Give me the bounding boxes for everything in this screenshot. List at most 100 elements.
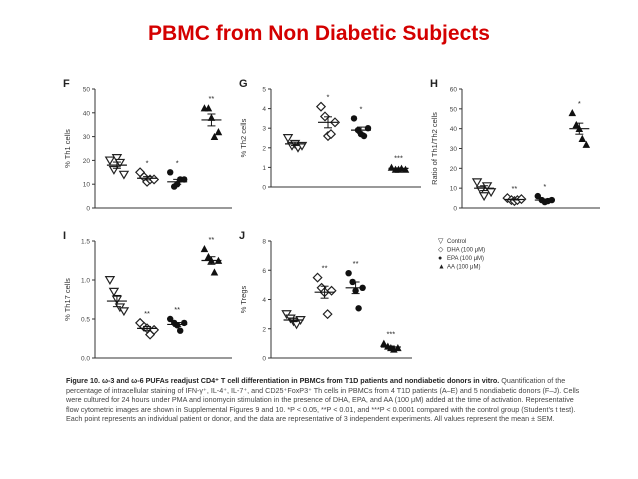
y-tick-label: 4 — [262, 106, 266, 113]
y-tick-label: 50 — [83, 87, 91, 94]
data-point-epa — [181, 319, 188, 327]
data-point-aa — [401, 165, 410, 173]
data-point-control — [485, 188, 497, 198]
y-tick-label: 30 — [83, 134, 91, 141]
significance-label: ** — [512, 184, 518, 193]
y-tick-label: 1.0 — [81, 278, 90, 285]
significance-label: ** — [174, 305, 180, 314]
data-point-aa — [578, 134, 587, 142]
y-tick-label: 50 — [450, 106, 458, 113]
panel-letter: F — [63, 78, 70, 90]
data-point-control — [108, 287, 120, 297]
legend-label: AA (100 μM) — [447, 265, 480, 271]
y-tick-label: 8 — [262, 239, 266, 246]
data-point-aa — [204, 104, 213, 112]
significance-label: ** — [209, 94, 215, 103]
data-point-aa — [210, 132, 219, 140]
significance-label: *** — [386, 329, 395, 338]
y-tick-label: 0 — [86, 206, 90, 213]
panel-letter: G — [239, 78, 248, 90]
data-point-control — [111, 154, 123, 163]
y-tick-label: 0.5 — [81, 317, 90, 324]
y-tick-label: 1 — [262, 165, 266, 172]
y-tick-label: 0 — [453, 206, 457, 213]
y-tick-label: 0 — [262, 185, 266, 192]
panel-letter: J — [239, 230, 245, 242]
data-point-control — [291, 320, 302, 330]
data-point-control — [118, 170, 130, 180]
data-point-dha — [322, 309, 333, 320]
y-tick-label: 2 — [262, 145, 266, 152]
data-point-epa — [360, 132, 368, 140]
legend-label: Control — [447, 239, 466, 245]
data-point-aa — [380, 339, 388, 347]
data-point-control — [104, 276, 116, 285]
y-tick-label: 20 — [83, 158, 91, 165]
panel-letter: H — [430, 78, 438, 90]
y-tick-label: 0.0 — [81, 356, 90, 363]
data-point-epa — [350, 115, 358, 122]
data-point-control — [471, 178, 483, 188]
y-axis-label: % Tregs — [239, 285, 248, 313]
data-point-aa — [200, 245, 209, 253]
data-point-control — [281, 310, 292, 320]
legend: ▽ Control◇ DHA (100 μM) ● EPA (100 μM)▲ AA (1… — [438, 238, 485, 271]
data-point-control — [282, 134, 294, 143]
y-tick-label: 5 — [262, 87, 266, 94]
legend-symbol: ▲ — [438, 264, 445, 271]
data-point-epa — [355, 305, 362, 312]
data-point-aa — [568, 109, 577, 117]
data-point-epa — [167, 169, 174, 176]
y-tick-label: 60 — [450, 87, 458, 94]
y-tick-label: 1.5 — [81, 239, 90, 246]
data-point-dha — [312, 272, 323, 283]
data-point-aa — [214, 128, 223, 136]
data-point-dha — [326, 285, 337, 296]
y-tick-label: 40 — [450, 126, 458, 133]
y-tick-label: 40 — [83, 110, 91, 117]
significance-label: *** — [394, 153, 403, 162]
legend-label: DHA (100 μM) — [447, 248, 485, 254]
significance-label: ** — [353, 259, 359, 268]
y-tick-label: 20 — [450, 166, 458, 173]
significance-label: * — [578, 99, 581, 108]
significance-label: * — [360, 104, 363, 113]
data-point-aa — [210, 268, 219, 276]
data-point-aa — [572, 120, 581, 129]
significance-label: * — [176, 158, 179, 167]
figure-caption: Figure 10. ω-3 and ω-6 PUFAs readjust CD… — [66, 376, 586, 424]
y-tick-label: 2 — [262, 326, 266, 333]
data-point-epa — [345, 269, 352, 277]
data-point-epa — [177, 327, 184, 334]
y-tick-label: 4 — [262, 297, 266, 304]
data-point-epa — [534, 192, 541, 200]
data-point-dha — [325, 129, 337, 140]
data-point-aa — [582, 140, 591, 148]
data-point-control — [118, 307, 130, 317]
legend-symbol: ▽ — [438, 238, 444, 245]
data-point-epa — [181, 176, 188, 183]
data-point-control — [104, 156, 116, 166]
panel-letter: I — [63, 230, 66, 242]
data-point-control — [481, 182, 493, 192]
y-tick-label: 10 — [83, 182, 91, 189]
y-tick-label: 30 — [450, 146, 458, 153]
data-point-dha — [315, 101, 327, 112]
y-tick-label: 3 — [262, 126, 266, 133]
y-tick-label: 6 — [262, 268, 266, 275]
y-axis-label: Ratio of Th1/Th2 cells — [430, 112, 439, 185]
y-axis-label: % Th17 cells — [63, 278, 72, 321]
legend-symbol: ◇ — [438, 247, 444, 254]
significance-label: ** — [322, 264, 328, 273]
caption-text: Quantification of the percentage of intr… — [66, 376, 580, 424]
slide-title: PBMC from Non Diabetic Subjects — [148, 22, 490, 45]
y-tick-label: 10 — [450, 186, 458, 193]
caption-bold: Figure 10. ω-3 and ω-6 PUFAs readjust CD… — [66, 376, 500, 385]
data-point-epa — [167, 315, 174, 323]
y-tick-label: 0 — [262, 356, 266, 363]
